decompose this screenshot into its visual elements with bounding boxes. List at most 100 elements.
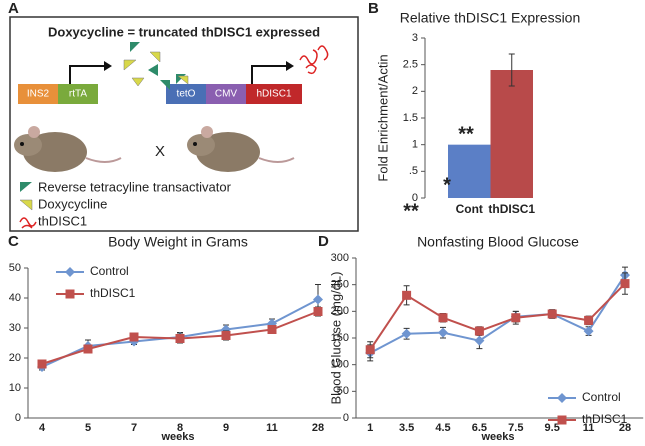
promoter-arrow — [251, 65, 286, 84]
molecules — [123, 42, 329, 90]
arrow-head — [286, 61, 294, 71]
x-tick-label: 11 — [266, 422, 278, 434]
marker — [583, 326, 594, 337]
marker — [83, 344, 93, 354]
x-tick-label: thDISC1 — [488, 202, 535, 216]
legend-icon — [19, 199, 33, 211]
series-line — [369, 282, 626, 351]
y-tick-label: 30 — [9, 322, 21, 334]
gene-box — [58, 84, 98, 104]
x-tick-label: 11 — [583, 422, 595, 434]
x-tick-label: 4.5 — [435, 422, 450, 434]
marker — [620, 279, 630, 289]
panel-label: D — [318, 233, 329, 250]
marker — [37, 359, 47, 369]
x-tick-label: 4 — [39, 422, 46, 434]
mouse — [187, 126, 295, 172]
gene-label: rtTA — [69, 89, 87, 100]
x-tick-label: 3.5 — [399, 422, 414, 434]
marker — [313, 307, 323, 316]
legend-text: Doxycycline — [38, 196, 107, 211]
gene-label: CMV — [215, 89, 238, 100]
series-line — [369, 274, 626, 354]
marker — [557, 415, 567, 425]
x-tick-label: 7.5 — [508, 422, 523, 434]
chart-title: Body Weight in Grams — [108, 234, 248, 250]
x-axis-title: weeks — [160, 431, 194, 443]
error-bar — [508, 53, 515, 87]
marker — [65, 267, 75, 277]
x-tick-label: 1 — [367, 422, 373, 434]
diagram-title: Doxycycline = truncated thDISC1 expresse… — [48, 24, 320, 39]
legend-text: Reverse tetracyline transactivator — [38, 179, 232, 194]
y-tick-label: 10 — [9, 382, 21, 394]
y-tick-label: 0 — [15, 412, 21, 424]
y-tick-label: 1.5 — [403, 112, 418, 124]
x-tick-label: 6.5 — [472, 422, 487, 434]
marker — [313, 294, 323, 305]
y-tick-label: 0 — [343, 412, 349, 424]
panel-label: A — [8, 0, 19, 17]
mouse — [14, 126, 122, 172]
gene-box — [18, 84, 58, 104]
marker — [474, 335, 485, 346]
marker — [474, 326, 484, 336]
promoter-arrow — [69, 65, 104, 84]
bar — [448, 144, 491, 198]
marker — [221, 331, 231, 340]
annotation: ** — [403, 200, 419, 222]
x-tick-label: 28 — [619, 422, 631, 434]
chart-title: Nonfasting Blood Glucose — [417, 234, 579, 250]
legend-icon — [20, 182, 32, 192]
cross-label: X — [155, 143, 165, 160]
y-tick-label: 300 — [331, 252, 349, 264]
legend-label: Control — [582, 390, 621, 404]
y-tick-label: 20 — [9, 352, 21, 364]
y-tick-label: 150 — [331, 332, 349, 344]
legend-text: thDISC1 — [38, 213, 87, 228]
marker — [557, 393, 567, 403]
legend-label: Control — [90, 264, 129, 278]
gene-label: hDISC1 — [256, 89, 291, 100]
y-tick-label: 0 — [412, 192, 418, 204]
y-tick-label: 250 — [331, 279, 349, 291]
panel-label: B — [368, 0, 379, 17]
marker — [438, 313, 448, 323]
marker — [547, 309, 557, 319]
y-tick-label: 1 — [412, 139, 418, 151]
panel-label: C — [8, 233, 19, 250]
y-tick-label: 3 — [412, 32, 418, 44]
y-tick-label: 100 — [331, 359, 349, 371]
y-axis-title: Fold Enrichment/Actin — [375, 54, 390, 181]
x-tick-label: 8 — [177, 422, 183, 434]
arrow-head — [104, 61, 112, 71]
y-axis-title: Blood Glucose (mg/dL) — [328, 272, 343, 405]
x-tick-label: 9 — [223, 422, 229, 434]
gene-box — [246, 84, 302, 104]
x-tick-label: Cont — [456, 202, 483, 216]
x-tick-label: 5 — [85, 422, 91, 434]
legend-label: thDISC1 — [582, 412, 628, 426]
marker — [511, 313, 521, 323]
gene-label: INS2 — [27, 89, 50, 100]
x-axis-title: weeks — [480, 431, 514, 443]
y-tick-label: .5 — [409, 165, 418, 177]
marker — [267, 325, 277, 334]
y-tick-label: 50 — [9, 262, 21, 274]
marker — [365, 345, 375, 355]
marker — [438, 327, 448, 338]
marker — [129, 332, 139, 342]
annotation: ** — [458, 123, 474, 145]
y-tick-label: 2 — [412, 85, 418, 97]
x-tick-label: 7 — [131, 422, 137, 434]
y-tick-label: 2.5 — [403, 59, 418, 71]
chart-title: Relative thDISC1 Expression — [400, 10, 581, 26]
legend-label: thDISC1 — [90, 286, 136, 300]
y-tick-label: 50 — [337, 385, 349, 397]
gene-box — [206, 84, 246, 104]
marker — [584, 315, 594, 325]
x-tick-label: 9.5 — [545, 422, 560, 434]
gene-box — [166, 84, 206, 104]
marker — [65, 289, 75, 299]
